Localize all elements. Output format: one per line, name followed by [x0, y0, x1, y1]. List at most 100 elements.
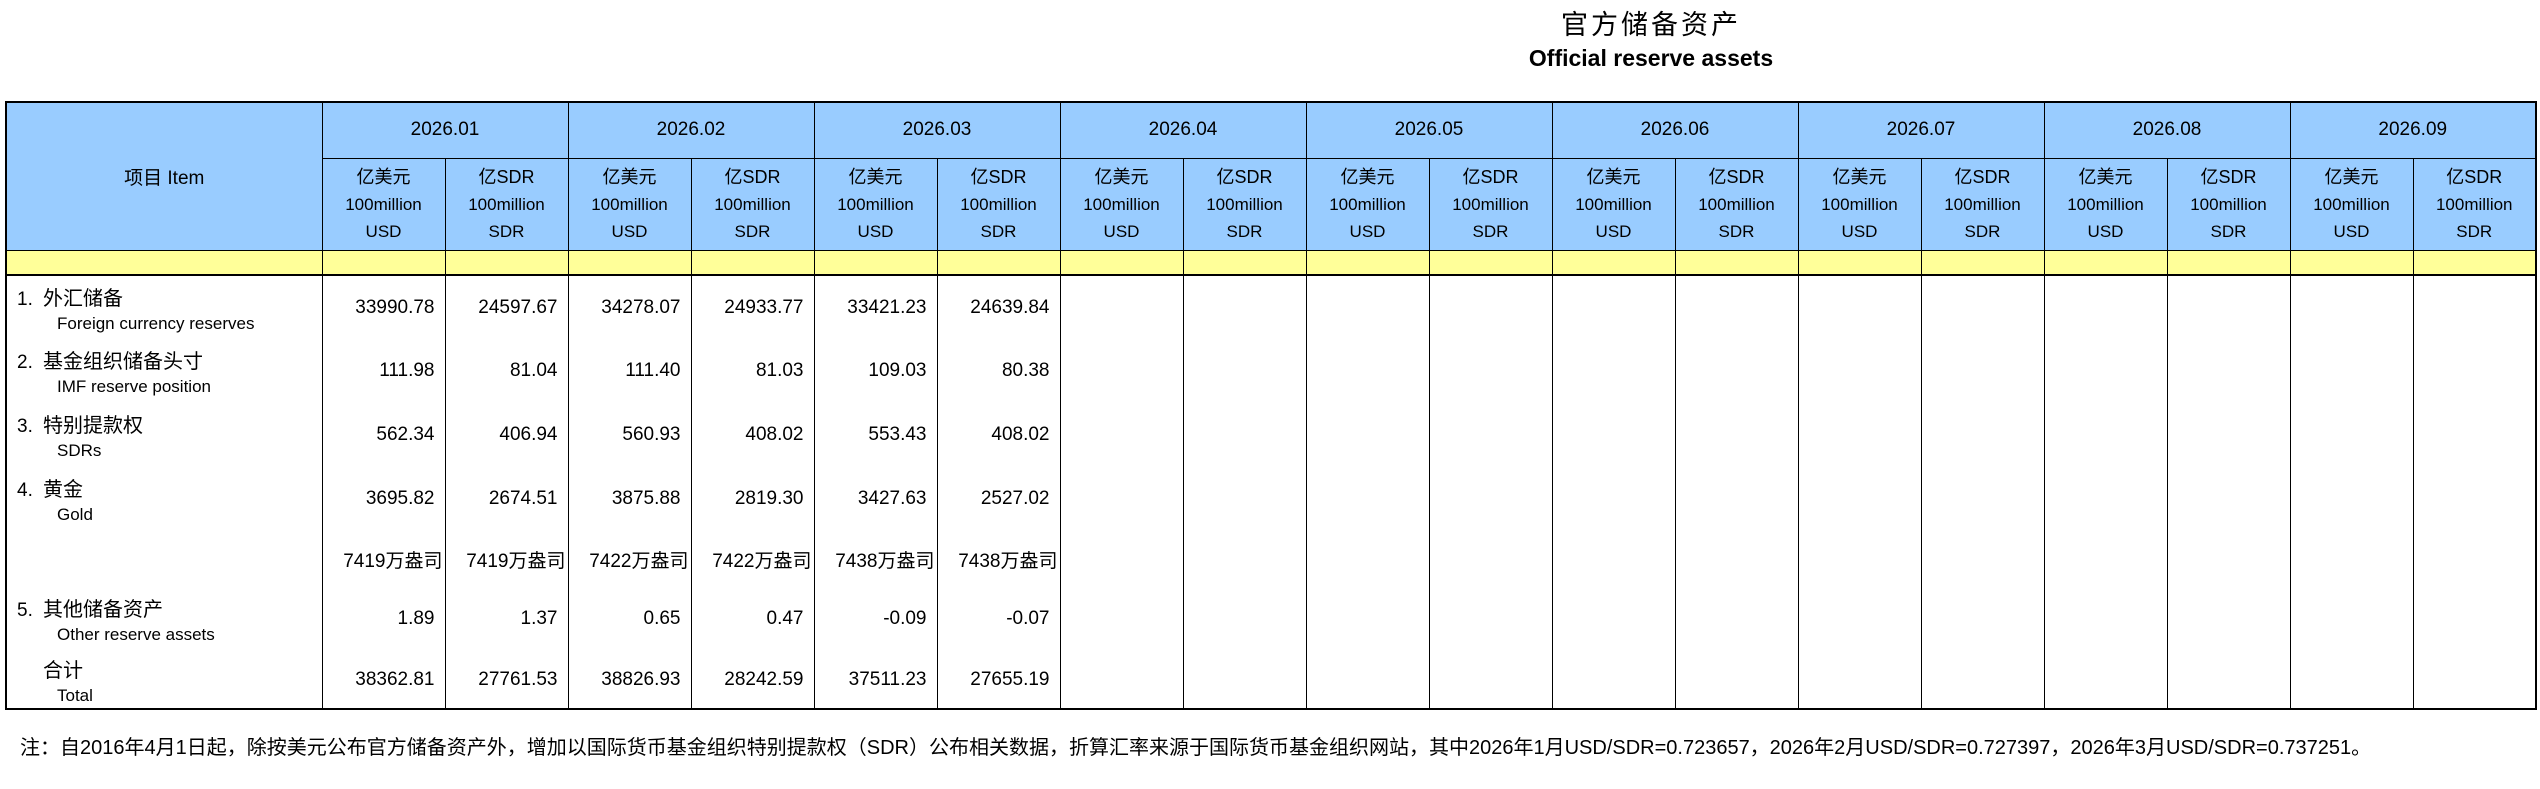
subheader-usd: 亿美元 100million USD — [1797, 157, 1922, 251]
value-cell — [1674, 651, 1799, 709]
row-label: 2. 基金组织储备头寸 IMF reserve position — [5, 339, 323, 403]
row-foreign-currency-reserves: 1. 外汇储备 Foreign currency reserves 33990.78… — [5, 275, 2537, 339]
row-number: 2. — [17, 352, 33, 373]
value-cell — [1551, 531, 1676, 587]
value-cell — [1182, 531, 1307, 587]
value-cell — [1305, 403, 1430, 467]
value-cell: 38826.93 — [567, 651, 692, 709]
value-cell: 1.37 — [444, 587, 569, 651]
row-label: 5. 其他储备资产 Other reserve assets — [5, 587, 323, 651]
value-cell: 562.34 — [321, 403, 446, 467]
value-cell — [1551, 467, 1676, 531]
subheader-usd: 亿美元 100million USD — [1551, 157, 1676, 251]
value-cell — [2289, 531, 2414, 587]
value-cell: 2819.30 — [690, 467, 815, 531]
value-cell — [2166, 467, 2291, 531]
row-label-zh: 其他储备资产 — [43, 599, 163, 621]
column-header-month-8: 2026.08 — [2043, 101, 2291, 159]
row-label-zh: 基金组织储备头寸 — [43, 351, 203, 373]
value-cell — [2412, 587, 2537, 651]
column-header-month-5: 2026.05 — [1305, 101, 1553, 159]
row-label: 4. 黄金 Gold — [5, 467, 323, 531]
separator-cell — [444, 249, 569, 276]
value-cell — [2166, 403, 2291, 467]
row-label: 1. 外汇储备 Foreign currency reserves — [5, 275, 323, 339]
separator-cell — [1428, 249, 1553, 276]
value-cell — [2412, 403, 2537, 467]
value-cell: 80.38 — [936, 339, 1061, 403]
value-cell — [1428, 587, 1553, 651]
value-cell — [1428, 403, 1553, 467]
value-cell — [1059, 587, 1184, 651]
row-label-en: Foreign currency reserves — [57, 313, 255, 333]
value-cell — [1059, 651, 1184, 709]
value-cell — [2166, 651, 2291, 709]
value-cell: 3875.88 — [567, 467, 692, 531]
value-cell: 33990.78 — [321, 275, 446, 339]
row-label-en: SDRs — [57, 441, 102, 460]
column-header-month-9: 2026.09 — [2289, 101, 2537, 159]
value-cell: 7438万盎司 — [813, 531, 938, 587]
value-cell: 0.65 — [567, 587, 692, 651]
value-cell — [1551, 275, 1676, 339]
value-cell: 33421.23 — [813, 275, 938, 339]
row-label-en: Gold — [57, 505, 93, 524]
value-cell — [2412, 275, 2537, 339]
row-gold-ounces: 7419万盎司 7419万盎司 7422万盎司 7422万盎司 7438万盎司 … — [5, 531, 2537, 587]
column-header-month-1: 2026.01 — [321, 101, 569, 159]
value-cell — [1674, 339, 1799, 403]
value-cell: 34278.07 — [567, 275, 692, 339]
title-block: 官方储备资产 Official reserve assets — [1441, 10, 1861, 73]
value-cell: 7419万盎司 — [444, 531, 569, 587]
row-number: 1. — [17, 288, 33, 310]
value-cell — [2043, 587, 2168, 651]
value-cell: 38362.81 — [321, 651, 446, 709]
column-header-month-7: 2026.07 — [1797, 101, 2045, 159]
page-title-zh: 官方储备资产 — [1561, 10, 1741, 41]
row-label-zh: 合计 — [43, 659, 83, 682]
value-cell — [2166, 339, 2291, 403]
row-imf-reserve-position: 2. 基金组织储备头寸 IMF reserve position 111.98 81… — [5, 339, 2537, 403]
row-other-reserve-assets: 5. 其他储备资产 Other reserve assets 1.89 1.37 0… — [5, 587, 2537, 651]
value-cell — [1920, 651, 2045, 709]
value-cell — [1428, 531, 1553, 587]
value-cell — [1797, 587, 1922, 651]
value-cell — [2289, 275, 2414, 339]
value-cell — [1059, 275, 1184, 339]
value-cell — [1551, 403, 1676, 467]
subheader-sdr: 亿SDR 100million SDR — [1182, 157, 1307, 251]
value-cell: -0.09 — [813, 587, 938, 651]
subheader-sdr: 亿SDR 100million SDR — [2412, 157, 2537, 251]
value-cell — [1182, 587, 1307, 651]
row-number: 3. — [17, 416, 33, 437]
value-cell — [1059, 403, 1184, 467]
value-cell — [1797, 531, 1922, 587]
value-cell — [1920, 403, 2045, 467]
value-cell — [2289, 467, 2414, 531]
separator-cell — [2043, 249, 2168, 276]
value-cell: 24639.84 — [936, 275, 1061, 339]
value-cell: 27655.19 — [936, 651, 1061, 709]
value-cell — [1920, 275, 2045, 339]
row-number: 4. — [17, 480, 33, 501]
subheader-sdr: 亿SDR 100million SDR — [1428, 157, 1553, 251]
subheader-usd: 亿美元 100million USD — [2043, 157, 2168, 251]
separator-row — [5, 249, 2537, 276]
column-header-month-3: 2026.03 — [813, 101, 1061, 159]
separator-cell — [1059, 249, 1184, 276]
value-cell — [1920, 531, 2045, 587]
value-cell — [2412, 467, 2537, 531]
subheader-sdr: 亿SDR 100million SDR — [936, 157, 1061, 251]
subheader-usd: 亿美元 100million USD — [2289, 157, 2414, 251]
value-cell — [1797, 651, 1922, 709]
separator-cell — [2166, 249, 2291, 276]
separator-cell — [936, 249, 1061, 276]
value-cell — [1674, 275, 1799, 339]
value-cell: 24933.77 — [690, 275, 815, 339]
value-cell: 7422万盎司 — [567, 531, 692, 587]
subheader-sdr: 亿SDR 100million SDR — [1920, 157, 2045, 251]
value-cell — [1182, 467, 1307, 531]
value-cell: 37511.23 — [813, 651, 938, 709]
value-cell — [2043, 339, 2168, 403]
value-cell: 7419万盎司 — [321, 531, 446, 587]
